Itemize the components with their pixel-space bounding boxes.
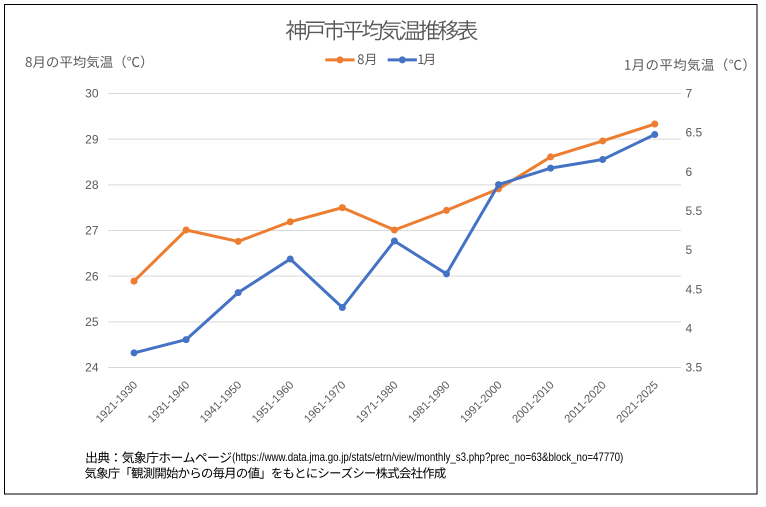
svg-text:29: 29 [85,132,99,146]
svg-text:5: 5 [686,243,693,257]
svg-text:6.5: 6.5 [686,126,703,140]
svg-text:7: 7 [686,87,693,101]
svg-text:5.5: 5.5 [686,204,703,218]
svg-text:(https://www.data.jma.go.jp/st: (https://www.data.jma.go.jp/stats/etrn/v… [232,450,623,464]
svg-text:28: 28 [85,178,99,192]
svg-text:24: 24 [85,361,99,375]
svg-text:26: 26 [85,269,99,283]
svg-text:25: 25 [85,315,99,329]
svg-text:27: 27 [85,224,99,238]
svg-text:4: 4 [686,321,693,335]
svg-text:30: 30 [85,87,99,101]
svg-text:3.5: 3.5 [686,361,703,375]
svg-text:6: 6 [686,165,693,179]
svg-text:4.5: 4.5 [686,282,703,296]
